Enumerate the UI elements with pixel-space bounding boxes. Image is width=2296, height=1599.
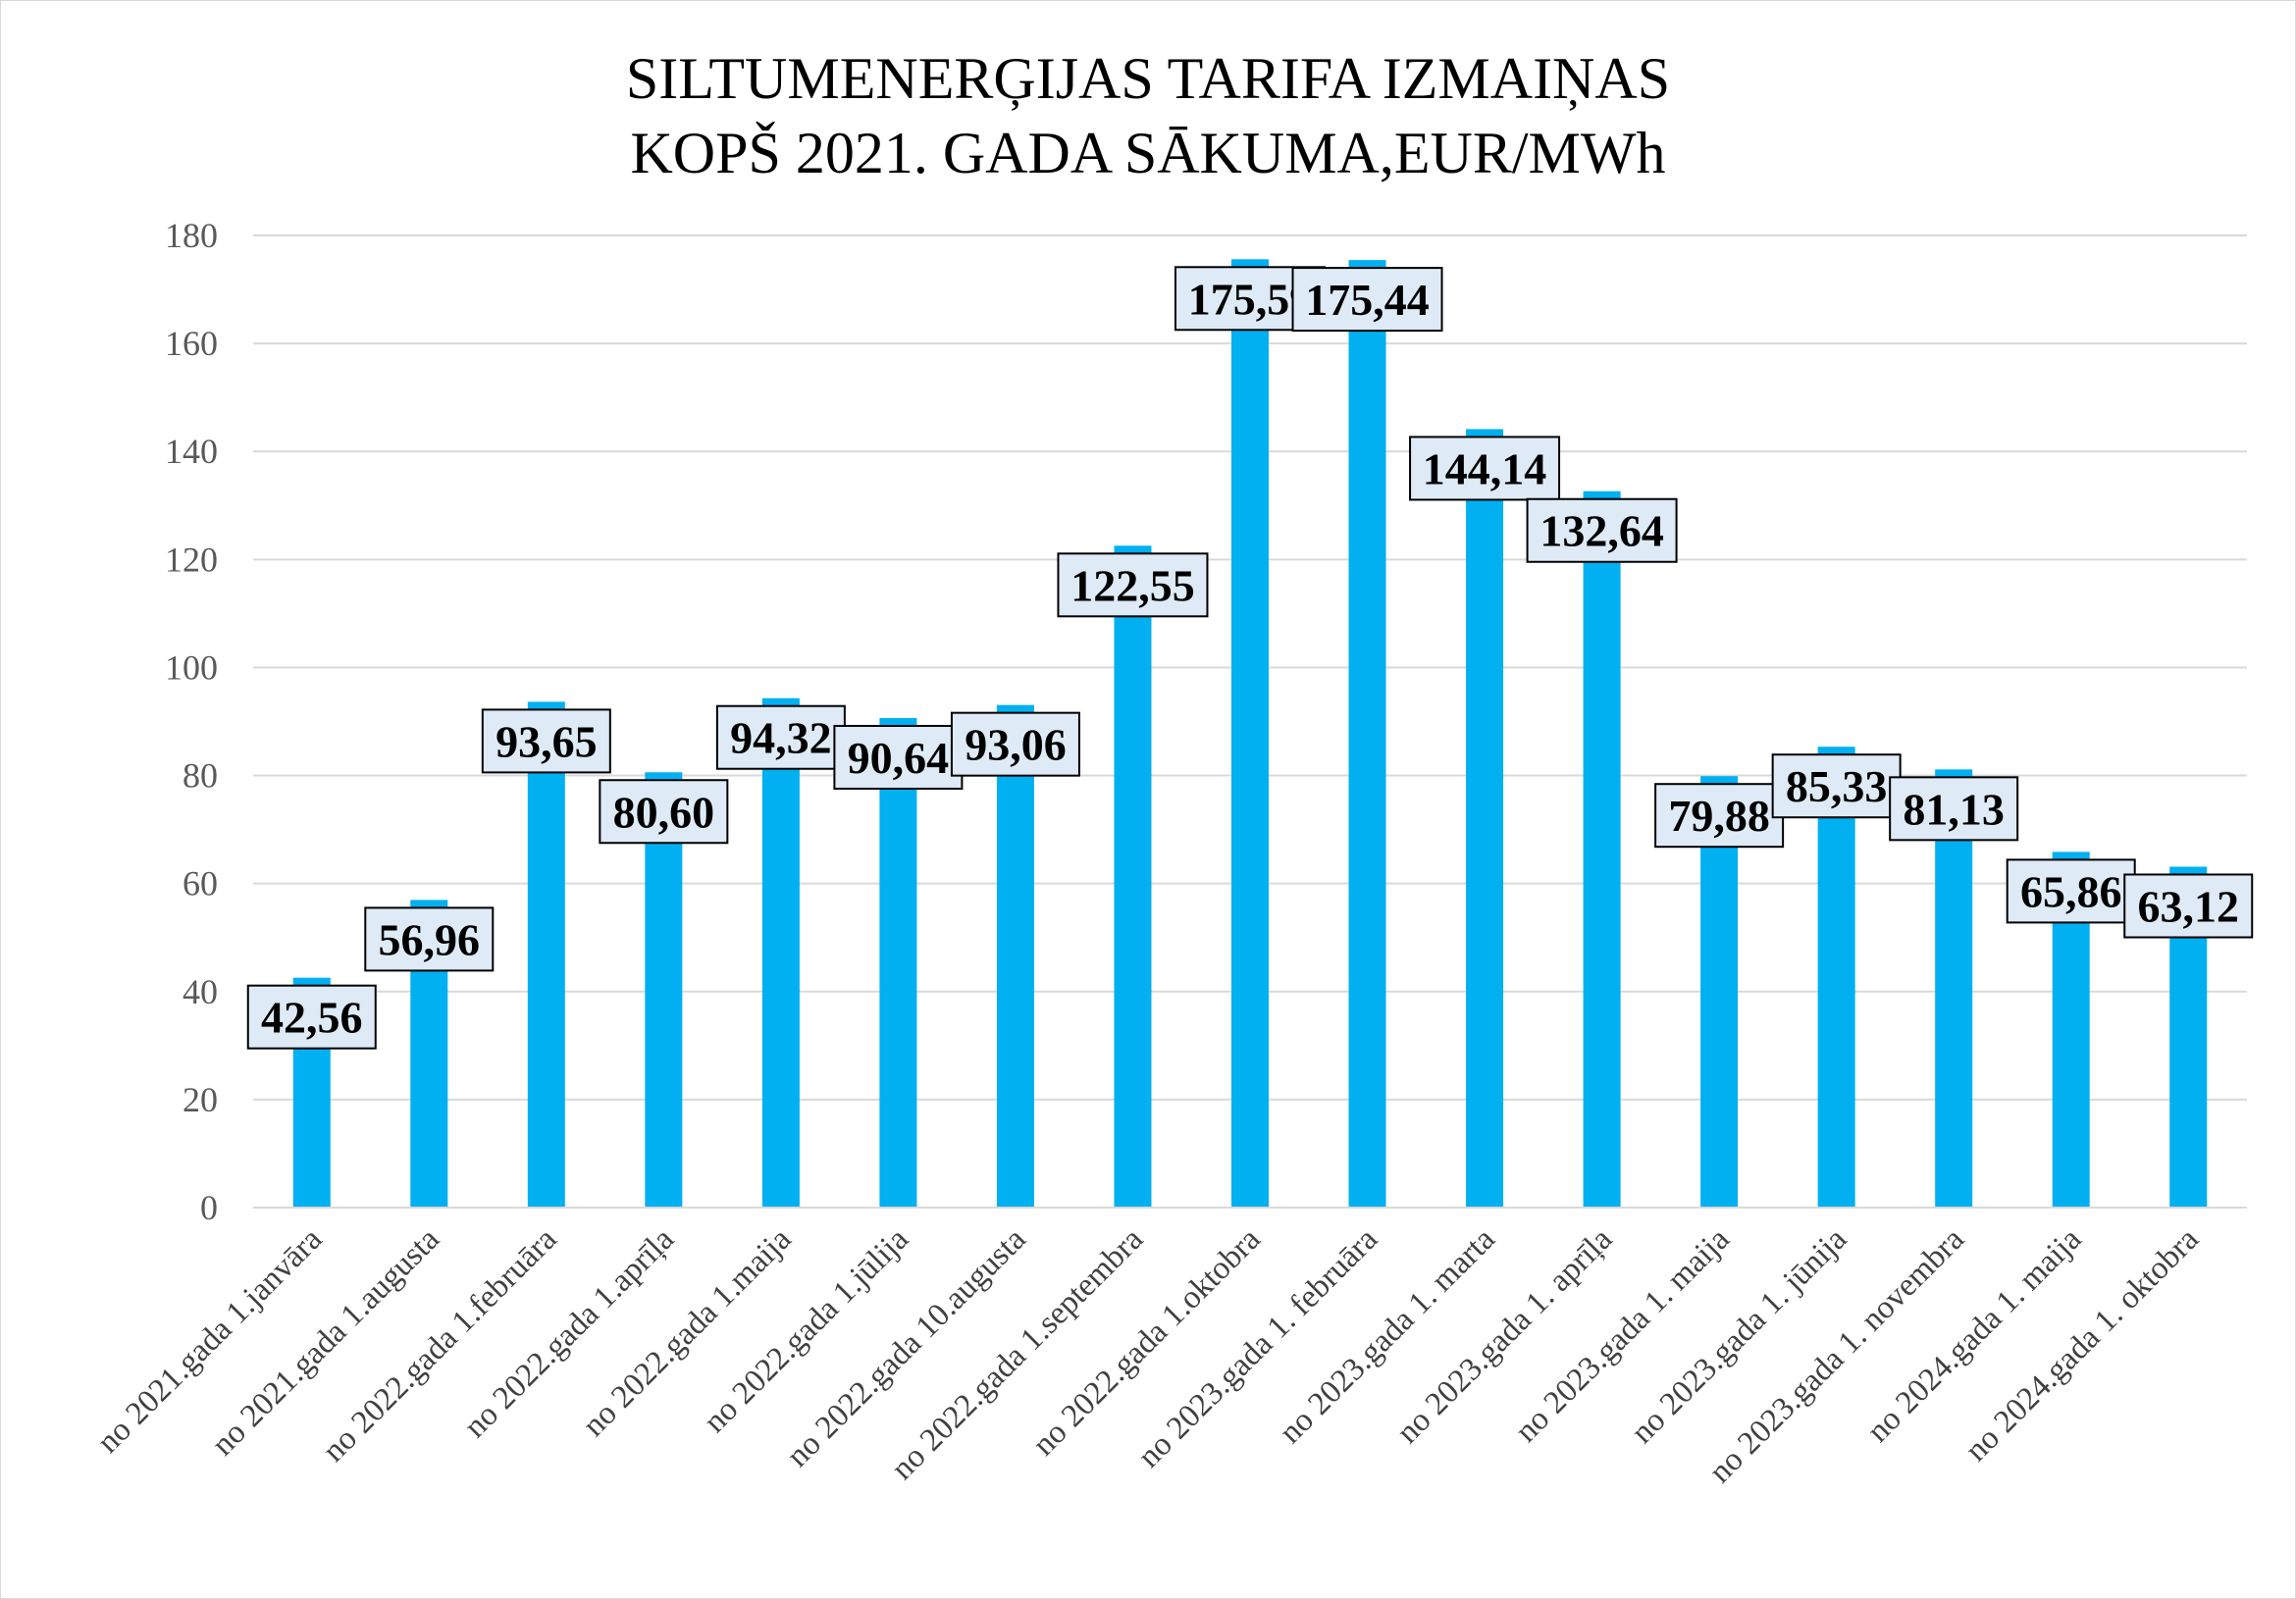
bar	[996, 704, 1034, 1208]
x-tick-label: no 2022.gada 1.februāra	[316, 1221, 563, 1469]
y-tick-label: 140	[165, 432, 218, 471]
data-label-text: 85,33	[1786, 761, 1888, 811]
data-label-text: 63,12	[2137, 881, 2239, 931]
data-label-text: 175,59	[1188, 274, 1313, 324]
data-label-text: 56,96	[379, 914, 481, 964]
x-tick-label: no 2024.gada 1. oktobra	[1958, 1221, 2206, 1469]
bar	[1348, 260, 1386, 1208]
data-label: 90,64	[833, 724, 964, 790]
x-tick-label: no 2022.gada 10.augusta	[780, 1221, 1033, 1474]
bar	[1114, 545, 1152, 1208]
y-tick-label: 0	[200, 1188, 218, 1227]
data-label-text: 132,64	[1539, 506, 1664, 556]
data-label: 122,55	[1057, 552, 1209, 618]
bar	[879, 717, 917, 1208]
data-label: 56,96	[364, 906, 495, 972]
y-tick-label: 100	[165, 647, 218, 687]
data-label-box	[481, 708, 611, 774]
y-tick-label: 180	[165, 216, 218, 255]
data-label-text: 94,32	[730, 713, 832, 763]
y-tick-label: 160	[165, 324, 218, 363]
data-label-box	[2006, 858, 2136, 924]
y-tick-label: 80	[183, 756, 218, 796]
data-label-text: 175,44	[1305, 275, 1430, 325]
data-label-box	[599, 779, 729, 845]
data-label-text: 42,56	[261, 993, 363, 1043]
data-label-text: 122,55	[1070, 560, 1195, 610]
data-label-box	[364, 906, 495, 972]
x-tick-label: no 2023.gada 1. maija	[1509, 1221, 1737, 1449]
data-label-box	[1889, 776, 2019, 842]
chart-subtitle: KOPŠ 2021. GADA SĀKUMA,EUR/MWh	[630, 121, 1666, 185]
x-tick-label: no 2022.gada 1.maija	[576, 1221, 799, 1444]
data-label-text: 81,13	[1903, 784, 2005, 834]
data-label-text: 79,88	[1668, 791, 1770, 841]
x-tick-label: no 2021.gada 1.augusta	[205, 1221, 446, 1463]
data-label-box	[1771, 753, 1902, 819]
bar	[1231, 259, 1269, 1208]
data-label: 85,33	[1771, 753, 1902, 819]
x-tick-label: no 2023.gada 1. februāra	[1131, 1221, 1384, 1474]
x-tick-label: no 2022.gada 1.jūlija	[698, 1221, 916, 1440]
bar	[1935, 769, 1973, 1208]
x-tick-label: no 2021.gada 1.janvāra	[90, 1221, 329, 1460]
x-tick-label: no 2022.gada 1.oktobra	[1026, 1221, 1268, 1463]
data-label: 79,88	[1654, 783, 1785, 849]
bar	[527, 701, 565, 1208]
y-tick-label: 120	[165, 540, 218, 579]
data-labels: 42,56 56,96 93,65 80,60 94,32 90,64 93,06 122,5…	[246, 266, 2254, 1050]
data-label-box	[1409, 436, 1561, 501]
bar	[1466, 429, 1504, 1209]
data-label: 80,60	[599, 779, 729, 845]
chart-title: SILTUMENERĢIJAS TARIFA IZMAIŅAS KOPŠ 202…	[0, 41, 2296, 190]
data-label-text: 90,64	[848, 733, 950, 783]
data-label-box	[833, 724, 964, 790]
y-tick-label: 60	[183, 864, 218, 903]
data-label-text: 80,60	[613, 787, 715, 837]
y-axis-ticks: 0 20 40 60 80 100 120 140 160 180	[165, 216, 218, 1227]
data-label: 42,56	[246, 984, 377, 1050]
data-label-box	[1526, 497, 1678, 563]
bar	[1817, 747, 1855, 1208]
data-label-box	[2123, 873, 2254, 939]
data-label-text: 65,86	[2020, 866, 2122, 916]
data-label: 93,65	[481, 708, 611, 774]
x-tick-label: no 2024.gada 1. maija	[1860, 1221, 2088, 1449]
bar	[1700, 776, 1739, 1208]
bar	[645, 772, 683, 1208]
data-label-box	[1654, 783, 1785, 849]
data-label-text: 144,14	[1423, 443, 1547, 493]
chart-title-line1: SILTUMENERĢIJAS TARIFA IZMAIŅAS	[625, 46, 1671, 111]
data-label-box	[246, 984, 377, 1050]
data-label: 63,12	[2123, 873, 2254, 939]
x-tick-label: no 2023.gada 1. jūnija	[1625, 1221, 1854, 1451]
y-tick-label: 20	[183, 1080, 218, 1119]
bar	[1583, 490, 1621, 1208]
data-label: 144,14	[1409, 436, 1561, 501]
data-label: 175,44	[1291, 267, 1443, 333]
bar	[761, 697, 800, 1208]
data-label: 94,32	[715, 704, 846, 770]
data-label: 65,86	[2006, 858, 2136, 924]
data-label-text: 93,06	[965, 720, 1067, 770]
data-label-text: 93,65	[496, 716, 598, 766]
data-label-box	[950, 711, 1080, 777]
data-label-box	[1291, 267, 1443, 333]
data-label: 81,13	[1889, 776, 2019, 842]
y-tick-label: 40	[183, 972, 218, 1011]
data-label: 93,06	[950, 711, 1080, 777]
x-tick-label: no 2022.gada 1.aprīļa	[457, 1221, 681, 1445]
data-label-box	[715, 704, 846, 770]
data-label: 132,64	[1526, 497, 1678, 563]
x-tick-label: no 2023.gada 1. aprīļa	[1390, 1221, 1620, 1451]
x-tick-label: no 2023.gada 1. marta	[1273, 1221, 1502, 1451]
data-label-box	[1057, 552, 1209, 618]
